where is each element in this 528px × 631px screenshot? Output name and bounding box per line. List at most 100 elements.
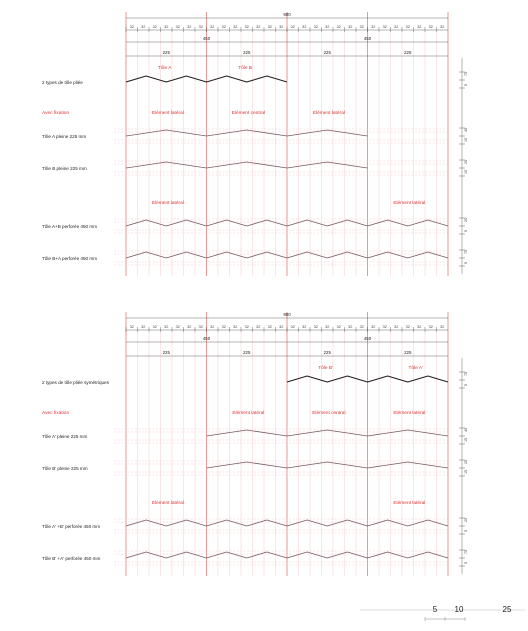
element-lateral-label: Elément latéral bbox=[393, 500, 425, 506]
dimension-225: 225 bbox=[163, 350, 171, 355]
dimension-module: 32 bbox=[187, 325, 191, 329]
dimension-225: 225 bbox=[404, 350, 412, 355]
row2-profile bbox=[206, 461, 449, 469]
dimension-module: 32 bbox=[325, 325, 329, 329]
side-dimension-value: 20 bbox=[464, 160, 468, 164]
top-profile bbox=[286, 375, 449, 383]
dimension-module: 32 bbox=[440, 325, 444, 329]
dimension-module: 32 bbox=[394, 325, 398, 329]
dimension-module: 32 bbox=[383, 325, 387, 329]
row3-profile bbox=[125, 519, 449, 527]
type-row-label: 2 types de tôle pliée bbox=[42, 80, 83, 85]
row2-profile bbox=[125, 161, 368, 169]
dimension-module: 32 bbox=[394, 25, 398, 29]
side-dimension-value: 20 bbox=[464, 518, 468, 522]
text-layer: 900 32 32 32 32 32 32 32 32 32 32 32 32 32 32 32 32 32 32 3… bbox=[42, 12, 468, 564]
dimension-module: 32 bbox=[337, 25, 341, 29]
side-dimension-value: 75 bbox=[464, 250, 468, 254]
dimension-module: 32 bbox=[130, 325, 134, 329]
dimension-module: 32 bbox=[302, 25, 306, 29]
side-dimension-value: 40 bbox=[464, 128, 468, 132]
dimension-module: 32 bbox=[429, 25, 433, 29]
dimension-module: 32 bbox=[383, 25, 387, 29]
dimension-module: 32 bbox=[371, 325, 375, 329]
scale-label-5: 5 bbox=[433, 605, 438, 614]
dimension-module: 32 bbox=[406, 325, 410, 329]
element-lateral-label: Elément latéral bbox=[152, 110, 184, 116]
dimension-450: 450 bbox=[203, 336, 211, 341]
dimension-module: 32 bbox=[325, 25, 329, 29]
dimension-module: 32 bbox=[141, 25, 145, 29]
dimension-module: 32 bbox=[233, 325, 237, 329]
element-central-label: Elément central bbox=[312, 410, 345, 416]
sheet-b-label: Tôle B bbox=[238, 65, 252, 71]
side-dimension-value: 5 bbox=[464, 262, 468, 264]
dimension-module: 32 bbox=[348, 325, 352, 329]
type-row-label: 2 types de tôle pliée symétriques bbox=[42, 380, 110, 385]
fixation-label: Avec fixation bbox=[42, 410, 69, 416]
dimension-module: 32 bbox=[371, 25, 375, 29]
side-dimension-value: 5 bbox=[464, 384, 468, 386]
scale-bar: 5 10 25 bbox=[360, 605, 525, 621]
side-dimension-value: 75 bbox=[464, 550, 468, 554]
dimension-module: 32 bbox=[302, 325, 306, 329]
dimension-module: 32 bbox=[268, 25, 272, 29]
scale-label-10: 10 bbox=[455, 605, 464, 614]
dimension-225: 225 bbox=[243, 350, 251, 355]
dimension-module: 32 bbox=[187, 25, 191, 29]
dimension-450: 450 bbox=[364, 36, 372, 41]
dimension-module: 32 bbox=[176, 25, 180, 29]
row1-label: Tôle A' pleine 225 mm bbox=[42, 434, 87, 439]
dimension-module: 32 bbox=[337, 325, 341, 329]
sheet-a-label: Tôle A bbox=[158, 65, 172, 71]
row3-label: Tôle A+B perforée 450 mm bbox=[42, 224, 97, 229]
side-dimension-value: 40 bbox=[464, 428, 468, 432]
row4-profile bbox=[125, 251, 449, 259]
element-lateral-label: Elément latéral bbox=[313, 110, 345, 116]
dimension-module: 32 bbox=[279, 325, 283, 329]
dimension-module: 32 bbox=[360, 25, 364, 29]
dimension-225: 225 bbox=[163, 50, 171, 55]
dimension-module: 32 bbox=[440, 25, 444, 29]
dimension-module: 32 bbox=[279, 25, 283, 29]
dimension-module: 32 bbox=[291, 325, 295, 329]
dimension-225: 225 bbox=[324, 50, 332, 55]
top-profile bbox=[125, 75, 288, 83]
dimension-module: 32 bbox=[245, 25, 249, 29]
dimension-module: 32 bbox=[153, 25, 157, 29]
sheet-a-prime-label: Tôle A' bbox=[409, 365, 424, 371]
dimension-module: 32 bbox=[348, 25, 352, 29]
dimension-module: 32 bbox=[222, 25, 226, 29]
scale-label-25: 25 bbox=[503, 605, 512, 614]
dimension-module: 32 bbox=[210, 25, 214, 29]
side-dimension-value: 15 bbox=[464, 138, 468, 142]
dimension-module: 32 bbox=[256, 25, 260, 29]
dimension-module: 32 bbox=[256, 325, 260, 329]
side-dimension-value: 20 bbox=[464, 460, 468, 464]
dimension-225: 225 bbox=[404, 50, 412, 55]
dimension-225: 225 bbox=[243, 50, 251, 55]
dimension-450: 450 bbox=[203, 36, 211, 41]
dimension-module: 32 bbox=[245, 325, 249, 329]
dimension-module: 32 bbox=[417, 25, 421, 29]
element-central-label: Elément central bbox=[232, 110, 265, 116]
dimension-module: 32 bbox=[130, 25, 134, 29]
dimension-module: 32 bbox=[164, 325, 168, 329]
side-dimension-value: 15 bbox=[464, 470, 468, 474]
row2-label: Tôle B pleine 225 mm bbox=[42, 166, 87, 171]
dimension-module: 32 bbox=[360, 325, 364, 329]
dimension-module: 32 bbox=[153, 325, 157, 329]
row3-label: Tôle A' +B' perforée 450 mm bbox=[42, 524, 100, 529]
dimension-module: 32 bbox=[222, 325, 226, 329]
dimension-module: 32 bbox=[199, 325, 203, 329]
side-dimension-value: 5 bbox=[464, 84, 468, 86]
element-lateral-label: Elément latéral bbox=[232, 410, 264, 416]
dimension-module: 32 bbox=[406, 25, 410, 29]
profile-layer bbox=[125, 75, 449, 559]
grid-layer bbox=[114, 12, 465, 576]
row3-profile bbox=[125, 219, 449, 227]
side-dimension-value: 15 bbox=[464, 170, 468, 174]
dimension-module: 32 bbox=[233, 25, 237, 29]
dimension-module: 32 bbox=[199, 25, 203, 29]
